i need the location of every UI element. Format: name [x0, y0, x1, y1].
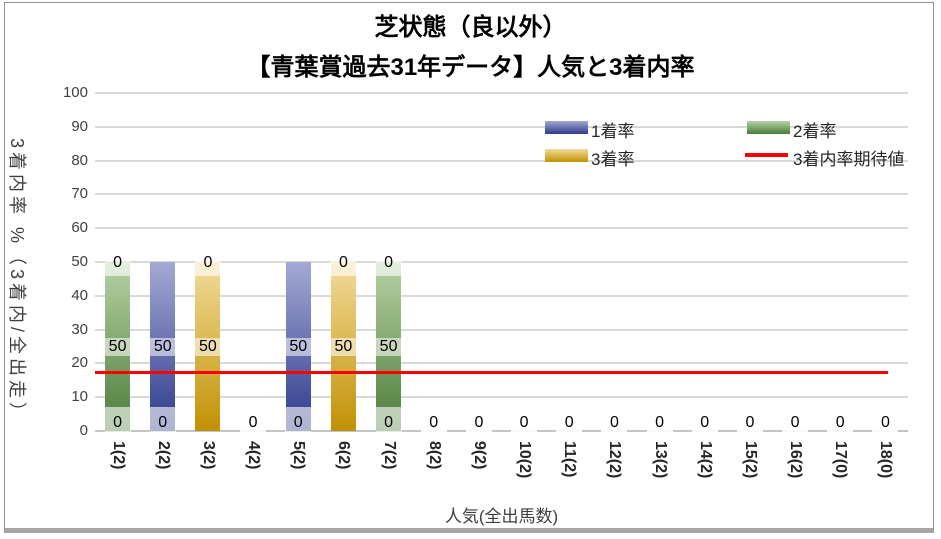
gridline-20	[95, 362, 908, 365]
x-tick-label-12(2): 12(2)	[606, 441, 624, 479]
y-tick-label-10: 10	[71, 388, 88, 406]
bar-label-3(2): 50	[193, 337, 222, 356]
chart-title-line2: 【青葉賞過去31年データ】人気と3着内率	[246, 54, 695, 81]
y-tick-label-100: 100	[62, 84, 88, 101]
y-tick-label-30: 30	[71, 320, 88, 338]
gridline-40	[95, 294, 908, 297]
y-tick-label-70: 70	[71, 185, 88, 203]
x-tick-label-2(2): 2(2)	[154, 441, 172, 470]
y-axis-title: 3着内率 %（3着内/全出走）	[7, 138, 27, 425]
legend-label-3着内率期待値: 3着内率期待値	[793, 150, 905, 169]
bar-label-5(2): 50	[284, 337, 313, 356]
x-tick-label-3(2): 3(2)	[199, 441, 217, 470]
y-tick-label-0: 0	[79, 422, 88, 439]
zero-label-7(2): 0	[375, 407, 402, 433]
y-tick-label-50: 50	[71, 253, 88, 270]
zero-label-4(2): 0	[240, 407, 267, 433]
legend-swatch-3着率	[545, 149, 588, 162]
zero-label-12(2): 0	[601, 407, 628, 433]
gridline-60	[95, 227, 908, 230]
legend-swatch-3着内率期待値	[745, 153, 788, 157]
x-tick-label-16(2): 16(2)	[787, 441, 805, 479]
gridline-80	[95, 159, 908, 162]
x-axis-title: 人気(全出馬数)	[444, 507, 559, 526]
zero-label-15(2): 0	[736, 407, 763, 433]
zero-label-top-1(2): 0	[104, 250, 131, 276]
bar-label-2(2): 50	[148, 337, 177, 356]
y-tick-label-90: 90	[71, 117, 88, 135]
bar-label-6(2): 50	[329, 337, 358, 356]
expected-rate-line	[95, 370, 888, 374]
zero-label-top-3(2): 0	[194, 250, 221, 276]
x-tick-label-17(0): 17(0)	[832, 441, 850, 479]
zero-label-top-6(2): 0	[330, 250, 357, 276]
legend-label-2着率: 2着率	[793, 122, 837, 141]
gridline-30	[95, 328, 908, 331]
legend-label-1着率: 1着率	[591, 122, 635, 141]
x-tick-label-8(2): 8(2)	[425, 441, 443, 470]
zero-label-1(2): 0	[104, 407, 131, 433]
y-tick-label-60: 60	[71, 219, 88, 237]
x-tick-label-9(2): 9(2)	[470, 441, 488, 470]
zero-label-16(2): 0	[782, 407, 809, 433]
gridline-50	[95, 261, 908, 263]
x-tick-label-6(2): 6(2)	[335, 441, 353, 470]
gridline-10	[95, 396, 908, 399]
x-tick-label-14(2): 14(2)	[696, 441, 714, 479]
x-tick-label-4(2): 4(2)	[245, 441, 263, 470]
gridline-90	[95, 125, 908, 128]
zero-label-top-7(2): 0	[375, 250, 402, 276]
legend-swatch-1着率	[545, 121, 588, 134]
x-tick-label-10(2): 10(2)	[516, 441, 534, 479]
zero-label-2(2): 0	[149, 407, 176, 433]
zero-label-14(2): 0	[691, 407, 718, 433]
x-axis-line	[95, 430, 908, 432]
legend-swatch-2着率	[747, 121, 790, 134]
bar-label-7(2): 50	[374, 337, 403, 356]
zero-label-8(2): 0	[420, 407, 447, 433]
zero-label-11(2): 0	[556, 407, 583, 433]
y-tick-label-20: 20	[71, 354, 88, 372]
x-tick-label-15(2): 15(2)	[741, 441, 759, 479]
zero-label-17(0): 0	[827, 407, 854, 433]
zero-label-9(2): 0	[465, 407, 492, 433]
bar-label-1(2): 50	[103, 337, 132, 356]
chart-title-line1: 芝状態（良以外）	[374, 14, 567, 41]
gridline-100	[95, 92, 908, 94]
gridline-70	[95, 193, 908, 196]
zero-label-13(2): 0	[646, 407, 673, 433]
zero-label-18(0): 0	[872, 407, 899, 433]
zero-label-5(2): 0	[285, 407, 312, 433]
zero-label-10(2): 0	[511, 407, 538, 433]
x-tick-label-5(2): 5(2)	[290, 441, 308, 470]
y-tick-label-40: 40	[71, 286, 88, 304]
x-tick-label-7(2): 7(2)	[380, 441, 398, 470]
x-tick-label-1(2): 1(2)	[109, 441, 127, 470]
x-tick-label-13(2): 13(2)	[651, 441, 669, 479]
legend-label-3着率: 3着率	[591, 150, 635, 169]
x-tick-label-11(2): 11(2)	[561, 441, 579, 478]
x-tick-label-18(0): 18(0)	[877, 441, 895, 479]
y-tick-label-80: 80	[71, 151, 88, 169]
